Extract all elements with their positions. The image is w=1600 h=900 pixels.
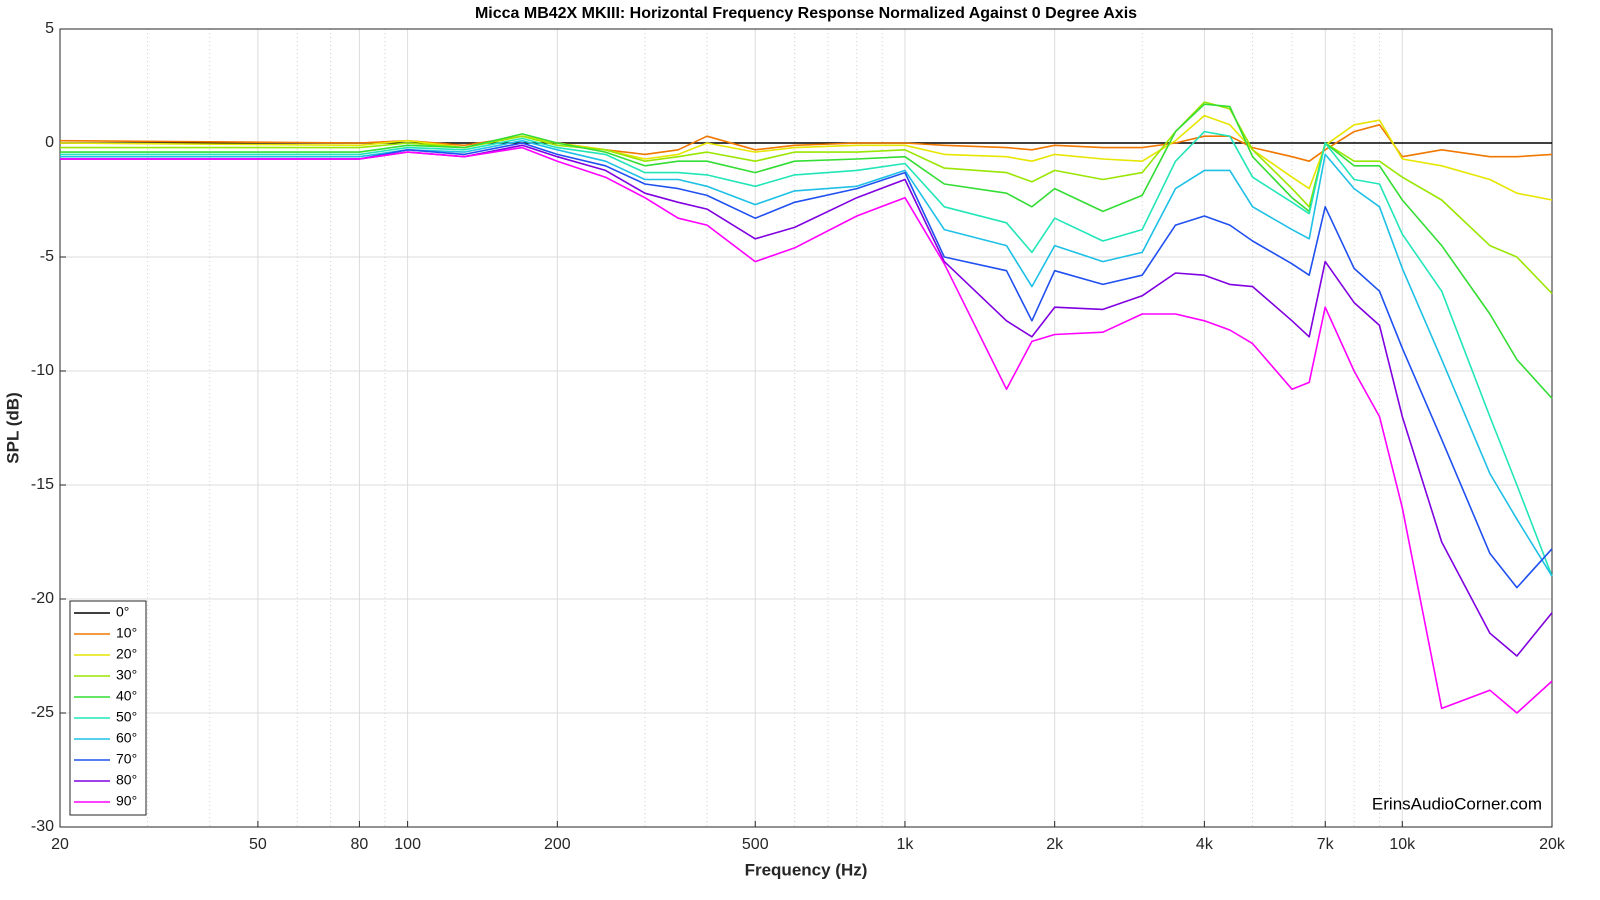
legend-label: 30° bbox=[116, 667, 137, 683]
x-tick-label: 10k bbox=[1389, 836, 1416, 853]
x-tick-label: 500 bbox=[742, 836, 769, 853]
y-tick-label: -30 bbox=[31, 818, 54, 835]
plot-frame bbox=[59, 28, 1553, 828]
watermark: ErinsAudioCorner.com bbox=[1372, 794, 1542, 813]
legend-label: 60° bbox=[116, 730, 137, 746]
y-tick-label: -20 bbox=[31, 590, 54, 607]
x-tick-label: 80 bbox=[351, 836, 369, 853]
series-line bbox=[60, 130, 1553, 577]
legend-label: 70° bbox=[116, 751, 137, 767]
x-tick-label: 20k bbox=[1539, 836, 1566, 853]
y-tick-label: -5 bbox=[40, 248, 54, 265]
x-axis-label: Frequency (Hz) bbox=[745, 860, 868, 879]
x-tick-label: 50 bbox=[249, 836, 267, 853]
plot-area bbox=[60, 29, 1552, 827]
y-tick-label: 0 bbox=[45, 134, 54, 151]
x-tick-label: 7k bbox=[1317, 836, 1335, 853]
series-line bbox=[59, 114, 1553, 201]
legend-label: 0° bbox=[116, 604, 129, 620]
y-axis-label: SPL (dB) bbox=[3, 392, 22, 463]
chart-title: Micca MB42X MKIII: Horizontal Frequency … bbox=[475, 5, 1137, 22]
x-tick-label: 200 bbox=[544, 836, 571, 853]
y-tick-label: 5 bbox=[45, 20, 54, 37]
y-tick-label: -25 bbox=[31, 704, 54, 721]
y-tick-label: -10 bbox=[31, 362, 54, 379]
x-tick-label: 100 bbox=[394, 836, 421, 853]
legend-box bbox=[69, 600, 147, 816]
series-line bbox=[60, 103, 1553, 399]
series-line bbox=[60, 142, 1553, 589]
series-line bbox=[60, 139, 1553, 577]
legend-label: 50° bbox=[116, 709, 137, 725]
x-tick-label: 4k bbox=[1196, 836, 1214, 853]
x-tick-label: 20 bbox=[51, 836, 69, 853]
legend-label: 80° bbox=[116, 772, 137, 788]
x-tick-label: 2k bbox=[1046, 836, 1064, 853]
series-line bbox=[60, 144, 1553, 657]
x-tick-label: 1k bbox=[897, 836, 915, 853]
legend-label: 40° bbox=[116, 688, 137, 704]
series-line bbox=[60, 146, 1553, 714]
legend-label: 20° bbox=[116, 646, 137, 662]
legend-label: 10° bbox=[116, 625, 137, 641]
legend-label: 90° bbox=[116, 793, 137, 809]
y-tick-label: -15 bbox=[31, 476, 54, 493]
